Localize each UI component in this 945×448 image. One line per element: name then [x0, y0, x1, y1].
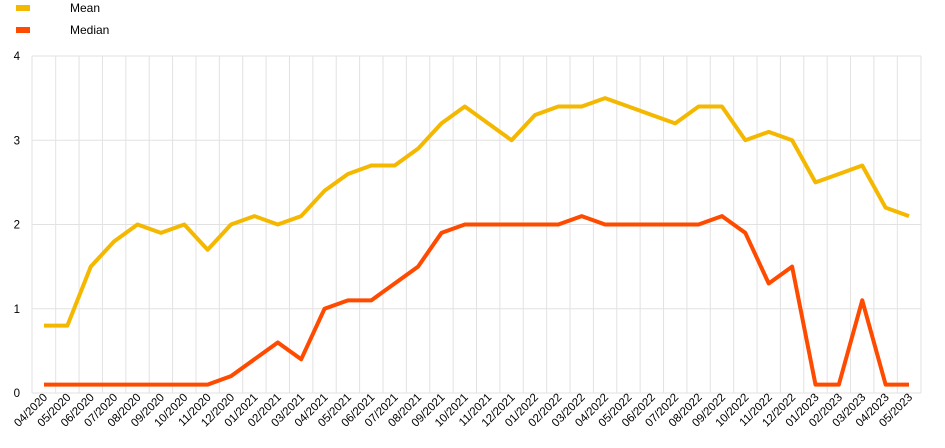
y-tick-label: 0 — [14, 388, 20, 400]
x-axis: 04/202005/202006/202007/202008/202009/20… — [12, 392, 915, 430]
legend: Mean Median — [16, 1, 109, 37]
series-line-mean — [44, 96, 910, 328]
legend-swatch-mean — [16, 5, 30, 11]
y-tick-label: 2 — [14, 220, 20, 232]
y-tick-label: 3 — [14, 135, 20, 147]
y-tick-label: 1 — [14, 304, 20, 316]
legend-label-mean: Mean — [70, 1, 100, 15]
series-line-median — [44, 214, 909, 387]
series-lines — [43, 96, 910, 387]
legend-swatch-median — [16, 27, 30, 33]
gridlines — [31, 55, 922, 394]
y-axis: 0 1 2 3 4 — [14, 51, 21, 400]
y-tick-label: 4 — [14, 51, 21, 63]
legend-label-median: Median — [70, 23, 109, 37]
